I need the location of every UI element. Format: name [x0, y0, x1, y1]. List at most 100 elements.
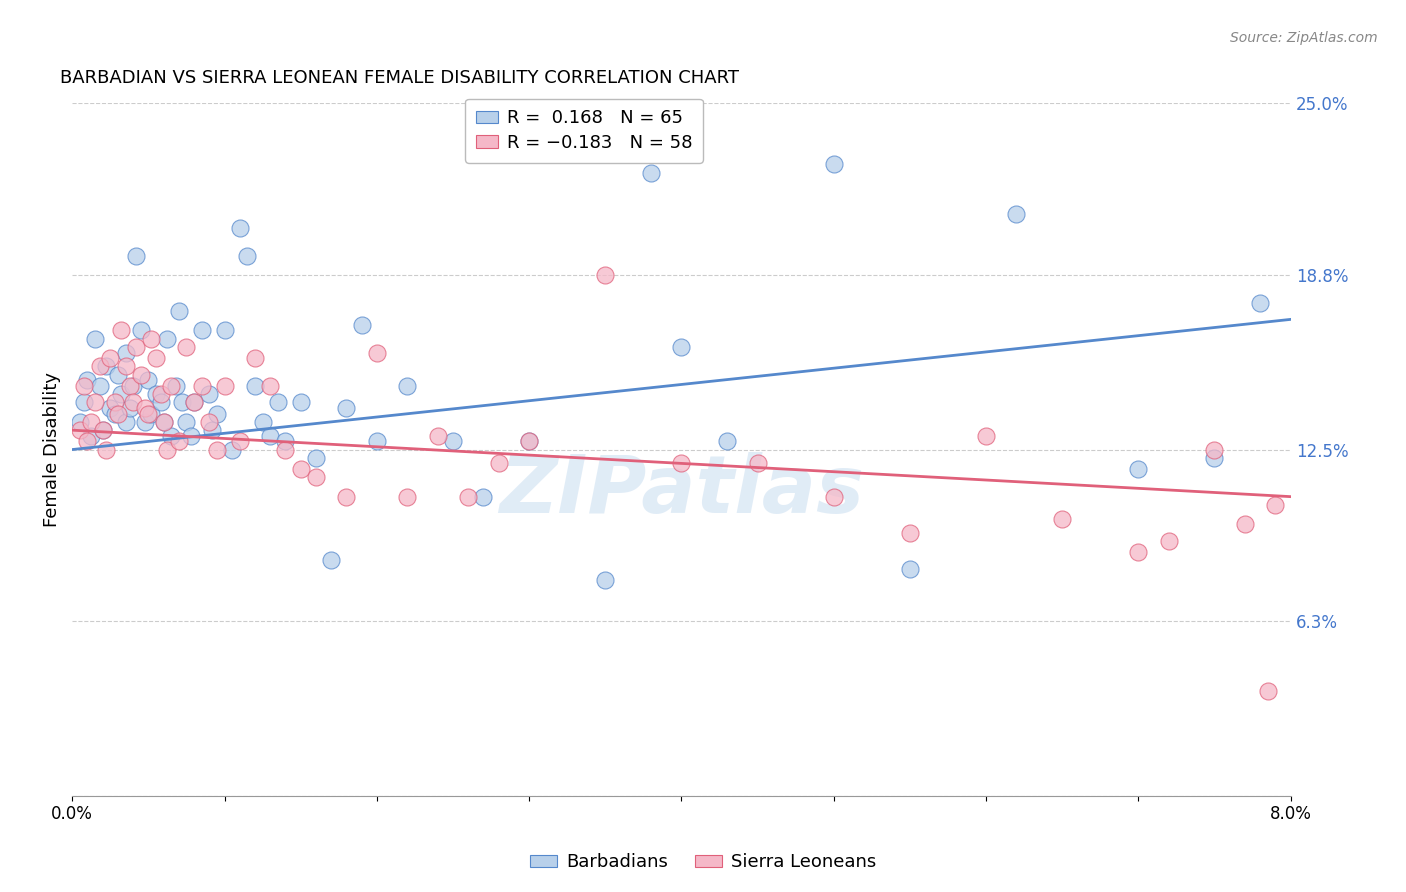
Point	[98, 351, 121, 366]
Point	[1264, 498, 1286, 512]
Point	[176, 415, 198, 429]
Point	[156, 332, 179, 346]
Point	[114, 359, 136, 374]
Point	[671, 457, 693, 471]
Point	[396, 490, 419, 504]
Point	[84, 395, 107, 409]
Point	[214, 323, 236, 337]
Point	[76, 434, 98, 449]
Point	[366, 345, 388, 359]
Point	[243, 351, 266, 366]
Point	[91, 423, 114, 437]
Point	[98, 401, 121, 415]
Point	[79, 428, 101, 442]
Point	[1249, 295, 1271, 310]
Point	[243, 379, 266, 393]
Point	[517, 434, 540, 449]
Point	[305, 450, 328, 465]
Point	[125, 340, 148, 354]
Point	[122, 395, 145, 409]
Point	[89, 379, 111, 393]
Point	[94, 442, 117, 457]
Point	[76, 373, 98, 387]
Point	[167, 304, 190, 318]
Point	[488, 457, 510, 471]
Point	[152, 415, 174, 429]
Point	[94, 359, 117, 374]
Point	[1128, 545, 1150, 559]
Point	[91, 423, 114, 437]
Point	[259, 428, 281, 442]
Point	[79, 415, 101, 429]
Text: BARBADIAN VS SIERRA LEONEAN FEMALE DISABILITY CORRELATION CHART: BARBADIAN VS SIERRA LEONEAN FEMALE DISAB…	[60, 69, 740, 87]
Point	[145, 387, 167, 401]
Point	[114, 415, 136, 429]
Point	[747, 457, 769, 471]
Point	[259, 379, 281, 393]
Point	[229, 221, 252, 235]
Point	[1050, 512, 1073, 526]
Point	[180, 428, 202, 442]
Point	[145, 351, 167, 366]
Point	[120, 379, 142, 393]
Point	[517, 434, 540, 449]
Point	[73, 395, 96, 409]
Point	[129, 323, 152, 337]
Point	[73, 379, 96, 393]
Point	[122, 379, 145, 393]
Point	[290, 462, 312, 476]
Point	[110, 323, 132, 337]
Point	[167, 434, 190, 449]
Point	[141, 332, 163, 346]
Point	[472, 490, 495, 504]
Point	[1128, 462, 1150, 476]
Point	[595, 268, 617, 282]
Point	[252, 415, 274, 429]
Point	[160, 379, 183, 393]
Point	[274, 434, 297, 449]
Point	[1233, 517, 1256, 532]
Point	[1204, 450, 1226, 465]
Point	[396, 379, 419, 393]
Point	[305, 470, 328, 484]
Point	[457, 490, 479, 504]
Point	[152, 415, 174, 429]
Text: ZIPatlas: ZIPatlas	[499, 452, 863, 530]
Point	[114, 345, 136, 359]
Point	[104, 407, 127, 421]
Point	[1257, 683, 1279, 698]
Legend: R =  0.168   N = 65, R = −0.183   N = 58: R = 0.168 N = 65, R = −0.183 N = 58	[465, 98, 703, 162]
Point	[898, 561, 921, 575]
Point	[190, 323, 212, 337]
Point	[236, 249, 259, 263]
Point	[84, 332, 107, 346]
Point	[229, 434, 252, 449]
Point	[205, 442, 228, 457]
Point	[716, 434, 738, 449]
Legend: Barbadians, Sierra Leoneans: Barbadians, Sierra Leoneans	[523, 847, 883, 879]
Point	[267, 395, 290, 409]
Point	[335, 490, 357, 504]
Point	[170, 395, 193, 409]
Point	[149, 395, 172, 409]
Point	[125, 249, 148, 263]
Point	[129, 368, 152, 382]
Point	[138, 373, 160, 387]
Y-axis label: Female Disability: Female Disability	[44, 372, 60, 527]
Point	[141, 407, 163, 421]
Point	[671, 340, 693, 354]
Point	[974, 428, 997, 442]
Point	[290, 395, 312, 409]
Point	[156, 442, 179, 457]
Point	[107, 407, 129, 421]
Point	[110, 387, 132, 401]
Point	[321, 553, 343, 567]
Point	[823, 157, 845, 171]
Point	[89, 359, 111, 374]
Point	[205, 407, 228, 421]
Point	[1157, 533, 1180, 548]
Point	[335, 401, 357, 415]
Point	[274, 442, 297, 457]
Point	[441, 434, 464, 449]
Text: Source: ZipAtlas.com: Source: ZipAtlas.com	[1230, 31, 1378, 45]
